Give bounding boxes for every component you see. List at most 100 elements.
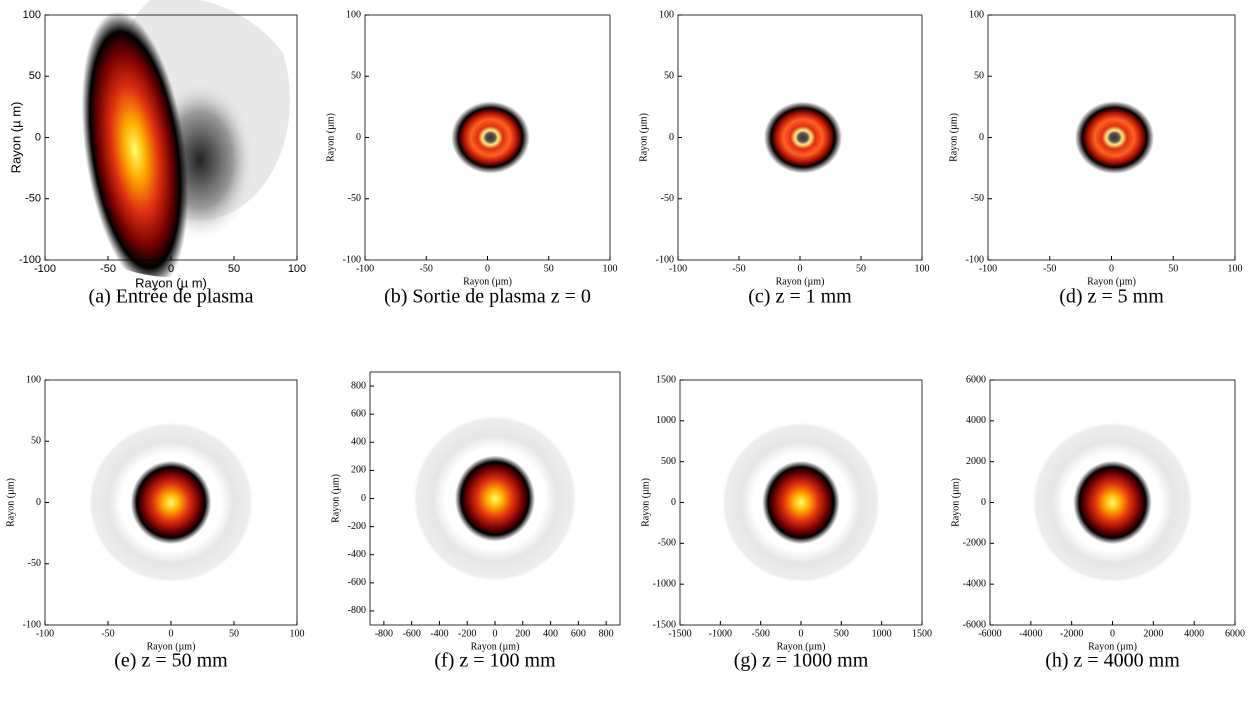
caption: (c) z = 1 mm [748, 286, 852, 308]
x-axis-label: Rayon (µm) [463, 276, 512, 287]
x-tick-label: 0 [168, 263, 174, 275]
x-axis-label: Rayon (µm) [471, 641, 520, 652]
y-tick-label: 50 [664, 71, 674, 82]
x-axis-label: Rayon (µm) [776, 276, 825, 287]
y-tick-label: 100 [659, 9, 674, 20]
y-tick-label: 100 [969, 9, 984, 20]
panel: -100 -50 0 50 100 -100 -50 0 50 100 Rayon (µm) Rayo… [5, 374, 304, 671]
y-tick-label: 800 [351, 380, 366, 391]
x-tick-label: -6000 [978, 628, 1001, 639]
y-axis-label: Rayon (µ m) [8, 102, 23, 174]
y-tick-label: 0 [356, 132, 361, 143]
y-tick-label: 0 [36, 497, 41, 508]
y-tick-label: -100 [656, 254, 674, 265]
y-tick-label: 500 [661, 456, 676, 467]
panel: -100 -50 0 50 100 -100 -50 0 50 100 Rayon (µ m) Ray… [8, 0, 306, 308]
x-tick-label: 1000 [872, 628, 892, 639]
y-tick-label: 1500 [656, 374, 676, 385]
caption: (b) Sortie de plasma z = 0 [384, 286, 591, 308]
y-tick-label: 6000 [966, 374, 986, 385]
x-tick-label: -100 [36, 628, 54, 639]
x-tick-label: -50 [1043, 263, 1056, 274]
y-axis-label: Rayon (µm) [640, 478, 651, 527]
y-tick-label: 0 [35, 131, 41, 143]
x-tick-label: -4000 [1019, 628, 1042, 639]
x-tick-label: 100 [915, 263, 930, 274]
y-tick-label: -50 [28, 558, 41, 569]
x-tick-label: -50 [101, 628, 114, 639]
panel: -1500 -1000 -500 0 500 1000 1500 -1500 -1000 -500… [640, 374, 932, 671]
x-axis-label: Rayon (µm) [1088, 641, 1137, 652]
x-tick-label: -500 [751, 628, 769, 639]
x-tick-label: 50 [228, 263, 240, 275]
y-tick-label: -6000 [963, 619, 986, 630]
y-axis-label: Rayon (µm) [330, 474, 341, 523]
y-tick-label: -2000 [963, 538, 986, 549]
x-tick-label: 100 [288, 263, 306, 275]
y-tick-label: 100 [346, 9, 361, 20]
y-tick-label: 1000 [656, 415, 676, 426]
y-tick-label: -4000 [963, 578, 986, 589]
x-tick-label: -200 [458, 628, 476, 639]
x-tick-label: 0 [485, 263, 490, 274]
y-tick-label: -100 [23, 619, 41, 630]
y-tick-label: 0 [979, 132, 984, 143]
x-tick-label: -2000 [1060, 628, 1083, 639]
x-axis-label: Rayon (µm) [777, 641, 826, 652]
y-tick-label: -1500 [653, 619, 676, 630]
panel: -800 -600 -400 -200 0 200 400 600 800 -800 -600 -40… [330, 371, 621, 672]
x-tick-label: 200 [515, 628, 530, 639]
x-tick-label: -600 [402, 628, 420, 639]
y-tick-label: 0 [671, 497, 676, 508]
x-tick-label: 100 [290, 628, 305, 639]
x-tick-label: -800 [375, 628, 393, 639]
x-tick-label: 0 [1109, 263, 1114, 274]
y-tick-label: 0 [361, 493, 366, 504]
x-axis-label: Rayon (µm) [1087, 276, 1136, 287]
y-tick-label: -50 [25, 193, 41, 205]
x-tick-label: 0 [798, 263, 803, 274]
y-tick-label: 400 [351, 437, 366, 448]
y-tick-label: -200 [348, 521, 366, 532]
x-tick-label: 400 [543, 628, 558, 639]
x-tick-label: 6000 [1225, 628, 1245, 639]
y-tick-label: 100 [26, 374, 41, 385]
y-tick-label: 50 [29, 70, 41, 82]
panel: -100 -50 0 50 100 -100 -50 0 50 100 Rayon (µm) Rayo… [638, 9, 929, 307]
y-tick-label: -100 [966, 254, 984, 265]
y-tick-label: -1000 [653, 578, 676, 589]
y-tick-label: 600 [351, 408, 366, 419]
y-tick-label: 50 [351, 71, 361, 82]
x-tick-label: 50 [229, 628, 239, 639]
y-tick-label: 2000 [966, 456, 986, 467]
x-tick-label: -1500 [668, 628, 691, 639]
x-tick-label: 100 [1228, 263, 1243, 274]
x-tick-label: -100 [669, 263, 687, 274]
x-tick-label: 0 [1110, 628, 1115, 639]
x-tick-label: 0 [799, 628, 804, 639]
y-tick-label: -400 [348, 549, 366, 560]
x-axis-label: Rayon (µm) [147, 641, 196, 652]
x-tick-label: -1000 [709, 628, 732, 639]
x-tick-label: 1500 [912, 628, 932, 639]
y-tick-label: 50 [974, 71, 984, 82]
y-tick-label: -500 [658, 538, 676, 549]
x-tick-label: -50 [100, 263, 116, 275]
x-tick-label: -50 [420, 263, 433, 274]
x-tick-label: 2000 [1143, 628, 1163, 639]
y-tick-label: 200 [351, 465, 366, 476]
x-tick-label: 50 [856, 263, 866, 274]
y-tick-label: 0 [669, 132, 674, 143]
panel: -100 -50 0 50 100 -100 -50 0 50 100 Rayon (µm) Rayo… [948, 9, 1242, 307]
caption: (e) z = 50 mm [114, 650, 228, 672]
y-tick-label: -800 [348, 605, 366, 616]
caption: (a) Entrée de plasma [89, 286, 254, 308]
y-axis-label: Rayon (µm) [5, 478, 16, 527]
y-tick-label: -50 [348, 193, 361, 204]
x-tick-label: -100 [979, 263, 997, 274]
y-tick-label: 4000 [966, 415, 986, 426]
x-tick-label: 800 [599, 628, 614, 639]
x-tick-label: -50 [732, 263, 745, 274]
caption: (d) z = 5 mm [1059, 286, 1164, 308]
